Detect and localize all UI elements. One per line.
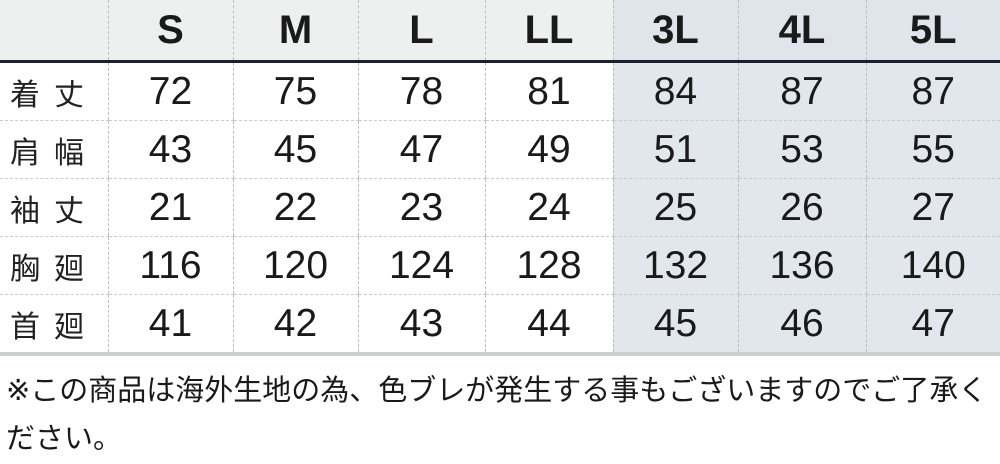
- size-header-row: S M L LL 3L 4L 5L: [0, 0, 1000, 63]
- measurement-cell: 42: [232, 294, 358, 356]
- measurement-cell: 47: [865, 294, 1000, 356]
- row-label: 袖丈: [0, 178, 108, 237]
- measurement-cell: 25: [612, 178, 738, 237]
- measurement-cell: 44: [484, 294, 613, 356]
- measurement-cell: 120: [232, 236, 358, 295]
- table-row: 肩幅 43 45 47 49 51 53 55: [0, 120, 1000, 179]
- size-chart-table: S M L LL 3L 4L 5L 着丈 72 75 78 81 84 87 87 肩幅 43 45 47 49 51…: [0, 0, 1000, 356]
- measurement-cell: 87: [737, 61, 866, 121]
- row-label: 着丈: [0, 61, 108, 121]
- measurement-cell: 75: [232, 61, 358, 121]
- measurement-cell: 46: [737, 294, 866, 356]
- measurement-cell: 45: [612, 294, 738, 356]
- row-label: 首廻: [0, 294, 108, 356]
- measurement-cell: 132: [612, 236, 738, 295]
- measurement-cell: 72: [107, 61, 233, 121]
- color-variation-note: ※この商品は海外生地の為、色ブレが発生する事もございますのでご了承ください。: [6, 373, 988, 455]
- measurement-cell: 84: [612, 61, 738, 121]
- table-row: 胸廻 116 120 124 128 132 136 140: [0, 236, 1000, 295]
- size-header-l: L: [357, 0, 485, 63]
- table-row: 首廻 41 42 43 44 45 46 47: [0, 294, 1000, 356]
- measurement-cell: 21: [107, 178, 233, 237]
- measurement-cell: 53: [737, 120, 866, 179]
- measurement-cell: 78: [357, 61, 485, 121]
- table-row: 袖丈 21 22 23 24 25 26 27: [0, 178, 1000, 237]
- measurement-cell: 26: [737, 178, 866, 237]
- measurement-cell: 41: [107, 294, 233, 356]
- size-header-s: S: [107, 0, 233, 63]
- measurement-cell: 116: [107, 236, 233, 295]
- measurement-cell: 22: [232, 178, 358, 237]
- measurement-cell: 87: [865, 61, 1000, 121]
- measurement-cell: 43: [357, 294, 485, 356]
- size-header-m: M: [232, 0, 358, 63]
- measurement-cell: 47: [357, 120, 485, 179]
- measurement-cell: 81: [484, 61, 613, 121]
- table-row: 着丈 72 75 78 81 84 87 87: [0, 61, 1000, 121]
- measurement-cell: 55: [865, 120, 1000, 179]
- measurement-cell: 27: [865, 178, 1000, 237]
- measurement-cell: 128: [484, 236, 613, 295]
- row-label: 胸廻: [0, 236, 108, 295]
- size-header-3l: 3L: [612, 0, 738, 63]
- measurement-cell: 124: [357, 236, 485, 295]
- size-header-ll: LL: [484, 0, 613, 63]
- measurement-cell: 51: [612, 120, 738, 179]
- row-label: 肩幅: [0, 120, 108, 179]
- measurement-cell: 43: [107, 120, 233, 179]
- measurement-cell: 140: [865, 236, 1000, 295]
- size-header-5l: 5L: [865, 0, 1000, 63]
- measurement-cell: 23: [357, 178, 485, 237]
- measurement-cell: 24: [484, 178, 613, 237]
- size-header-4l: 4L: [737, 0, 866, 63]
- measurement-cell: 49: [484, 120, 613, 179]
- measurement-cell: 136: [737, 236, 866, 295]
- measurement-cell: 45: [232, 120, 358, 179]
- corner-cell: [0, 0, 108, 63]
